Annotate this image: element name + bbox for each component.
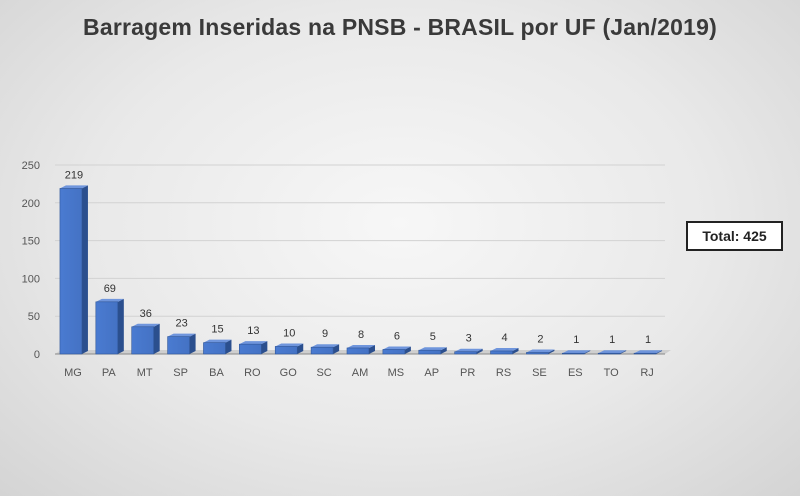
bar-side: [225, 339, 232, 354]
data-label-GO: 10: [283, 327, 295, 339]
x-tick-label-PR: PR: [460, 367, 475, 379]
data-label-AM: 8: [358, 329, 364, 341]
bar-top: [311, 344, 340, 348]
bar-side: [584, 350, 591, 354]
bar-side: [656, 350, 663, 354]
bar-PA: [95, 301, 119, 355]
bar-side: [512, 347, 519, 354]
x-tick-label-BA: BA: [209, 367, 224, 379]
bar-top: [95, 298, 124, 302]
x-tick-label-MG: MG: [64, 367, 82, 379]
bar-side: [548, 349, 555, 354]
bar-side: [153, 323, 160, 354]
data-label-BA: 15: [211, 324, 223, 336]
x-tick-label-RO: RO: [244, 367, 261, 379]
bar-RJ: [633, 352, 657, 355]
data-label-MT: 36: [140, 308, 152, 320]
x-tick-label-AP: AP: [424, 367, 439, 379]
bar-top: [382, 346, 411, 350]
bar-top: [203, 339, 232, 343]
y-tick-label: 250: [22, 160, 40, 172]
bar-PR: [454, 351, 477, 355]
x-tick-label-MS: MS: [388, 367, 405, 379]
bar-GO: [274, 346, 298, 355]
bar-TO: [597, 352, 621, 355]
bar-side: [404, 346, 411, 354]
data-label-RO: 13: [247, 325, 259, 337]
bar-top: [562, 350, 591, 354]
data-label-SP: 23: [175, 318, 187, 330]
bar-RS: [490, 350, 513, 355]
bar-top: [167, 333, 196, 337]
data-label-RS: 4: [501, 332, 507, 344]
x-tick-label-SP: SP: [173, 367, 188, 379]
y-tick-label: 50: [28, 311, 40, 323]
x-tick-label-GO: GO: [280, 367, 298, 379]
data-label-PA: 69: [104, 283, 116, 295]
bar-AM: [346, 347, 370, 355]
bar-side: [369, 344, 375, 354]
data-label-MS: 6: [394, 330, 400, 342]
y-tick-label: 200: [22, 198, 40, 210]
chart-title: Barragem Inseridas na PNSB - BRASIL por …: [83, 14, 717, 40]
bar-MT: [131, 326, 155, 355]
bar-top: [526, 349, 555, 353]
bar-AP: [418, 349, 442, 355]
bar-top: [347, 344, 375, 348]
data-label-TO: 1: [609, 334, 615, 346]
bar-top: [59, 185, 88, 189]
x-tick-label-AM: AM: [352, 367, 369, 379]
bar-side: [440, 347, 447, 354]
y-tick-label: 150: [22, 236, 40, 248]
x-tick-label-MT: MT: [137, 367, 153, 379]
bar-SC: [310, 346, 334, 355]
bar-side: [620, 350, 627, 354]
bar-RO: [239, 343, 262, 355]
bar-top: [239, 341, 268, 345]
x-tick-label-PA: PA: [102, 367, 117, 379]
bar-side: [81, 185, 88, 354]
bar-side: [261, 341, 268, 354]
x-tick-label-ES: ES: [568, 367, 583, 379]
x-tick-label-SE: SE: [532, 367, 547, 379]
data-label-MG: 219: [65, 169, 83, 181]
bar-side: [333, 344, 340, 354]
bar-top: [131, 323, 160, 327]
data-label-PR: 3: [466, 333, 472, 345]
bar-MG: [59, 188, 83, 355]
data-label-SE: 2: [537, 333, 543, 345]
bar-top: [598, 350, 627, 354]
bar-side: [189, 333, 196, 354]
bar-side: [297, 343, 304, 354]
total-annotation: Total: 425: [686, 221, 783, 251]
bar-top: [418, 347, 447, 351]
bar-side: [117, 298, 124, 354]
data-label-AP: 5: [430, 331, 436, 343]
x-tick-label-RJ: RJ: [640, 367, 653, 379]
bar-top: [275, 343, 304, 347]
bar-top: [490, 347, 519, 351]
x-tick-label-SC: SC: [316, 367, 331, 379]
bar-top: [634, 350, 663, 354]
bar-SE: [526, 352, 549, 355]
x-tick-label-TO: TO: [604, 367, 620, 379]
y-tick-label: 100: [22, 273, 40, 285]
data-label-SC: 9: [322, 328, 328, 340]
bar-SP: [167, 336, 190, 355]
data-label-RJ: 1: [645, 334, 651, 346]
x-tick-label-RS: RS: [496, 367, 511, 379]
y-tick-label: 0: [34, 349, 40, 361]
data-label-ES: 1: [573, 334, 579, 346]
bar-MS: [382, 349, 406, 355]
bar-top: [454, 348, 483, 352]
bar-ES: [561, 352, 585, 355]
bar-side: [476, 348, 483, 354]
bar-BA: [203, 342, 226, 355]
